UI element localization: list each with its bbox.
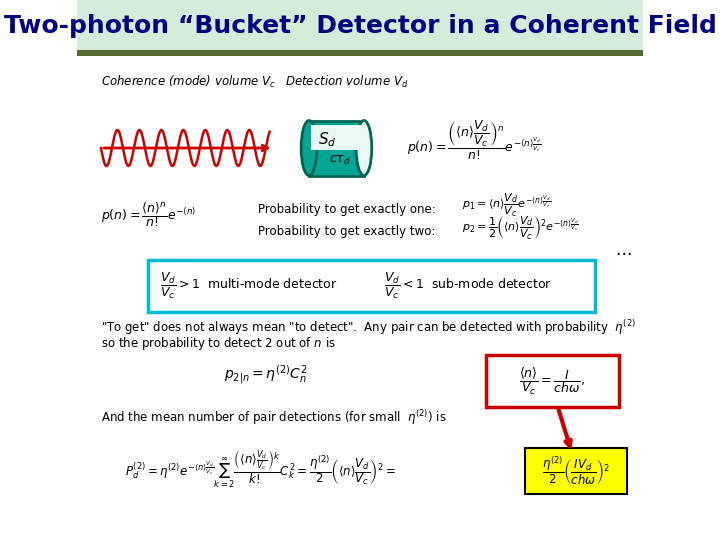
- Text: $\dfrac{\langle n \rangle}{V_c} = \dfrac{I}{ch\omega},$: $\dfrac{\langle n \rangle}{V_c} = \dfrac…: [519, 366, 585, 396]
- Text: $\dfrac{V_d}{V_c} < 1$  sub-mode detector: $\dfrac{V_d}{V_c} < 1$ sub-mode detector: [384, 271, 552, 301]
- Text: $P_d^{(2)} = \eta^{(2)} e^{-\langle n \rangle \frac{V_d}{V_c}} \sum_{k=2}^{\inft: $P_d^{(2)} = \eta^{(2)} e^{-\langle n \r…: [125, 449, 395, 491]
- FancyBboxPatch shape: [148, 260, 595, 312]
- Ellipse shape: [301, 120, 317, 176]
- FancyBboxPatch shape: [78, 50, 642, 56]
- FancyBboxPatch shape: [78, 56, 642, 540]
- Text: Coherence (mode) volume $V_c$: Coherence (mode) volume $V_c$: [101, 74, 276, 90]
- Text: $S_d$: $S_d$: [318, 131, 336, 150]
- Text: Probability to get exactly one:: Probability to get exactly one:: [258, 204, 436, 217]
- Ellipse shape: [356, 120, 372, 176]
- Text: "To get" does not always mean "to detect".  Any pair can be detected with probab: "To get" does not always mean "to detect…: [101, 319, 636, 338]
- Text: $\dfrac{\eta^{(2)}}{2}\left(\dfrac{IV_d}{ch\omega}\right)^2$: $\dfrac{\eta^{(2)}}{2}\left(\dfrac{IV_d}…: [542, 455, 610, 487]
- FancyBboxPatch shape: [78, 0, 642, 52]
- Text: Probability to get exactly two:: Probability to get exactly two:: [258, 226, 436, 239]
- Text: $\dfrac{V_d}{V_c} > 1$  multi-mode detector: $\dfrac{V_d}{V_c} > 1$ multi-mode detect…: [160, 271, 338, 301]
- Text: so the probability to detect 2 out of $n$ is: so the probability to detect 2 out of $n…: [101, 335, 336, 353]
- Text: $p_{2|n} = \eta^{(2)} C_n^2$: $p_{2|n} = \eta^{(2)} C_n^2$: [224, 364, 307, 386]
- Text: $p(n) = \dfrac{\langle n \rangle^n}{n!} e^{-\langle n \rangle}$: $p(n) = \dfrac{\langle n \rangle^n}{n!} …: [101, 200, 197, 230]
- FancyBboxPatch shape: [310, 125, 362, 150]
- Text: $p(n) = \dfrac{\left(\langle n \rangle \dfrac{V_d}{V_c}\right)^n}{n!} e^{-\langl: $p(n) = \dfrac{\left(\langle n \rangle \…: [407, 118, 542, 161]
- FancyBboxPatch shape: [485, 355, 619, 407]
- Text: $c\tau_d$: $c\tau_d$: [329, 153, 351, 166]
- Text: $\ldots$: $\ldots$: [615, 241, 631, 259]
- Text: $p_2 = \dfrac{1}{2}\left(\langle n \rangle \dfrac{V_d}{V_c}\right)^2 e^{-\langle: $p_2 = \dfrac{1}{2}\left(\langle n \rang…: [462, 214, 579, 241]
- FancyBboxPatch shape: [525, 448, 627, 494]
- Text: $p_1 = \langle n \rangle \dfrac{V_d}{V_c} e^{-\langle n \rangle \frac{V_d}{V_c}}: $p_1 = \langle n \rangle \dfrac{V_d}{V_c…: [462, 192, 552, 219]
- FancyBboxPatch shape: [309, 121, 364, 176]
- Text: Two-photon “Bucket” Detector in a Coherent Field: Two-photon “Bucket” Detector in a Cohere…: [4, 14, 716, 38]
- Text: And the mean number of pair detections (for small  $\eta^{(2)}$) is: And the mean number of pair detections (…: [101, 409, 446, 428]
- Text: Detection volume $V_d$: Detection volume $V_d$: [285, 74, 409, 90]
